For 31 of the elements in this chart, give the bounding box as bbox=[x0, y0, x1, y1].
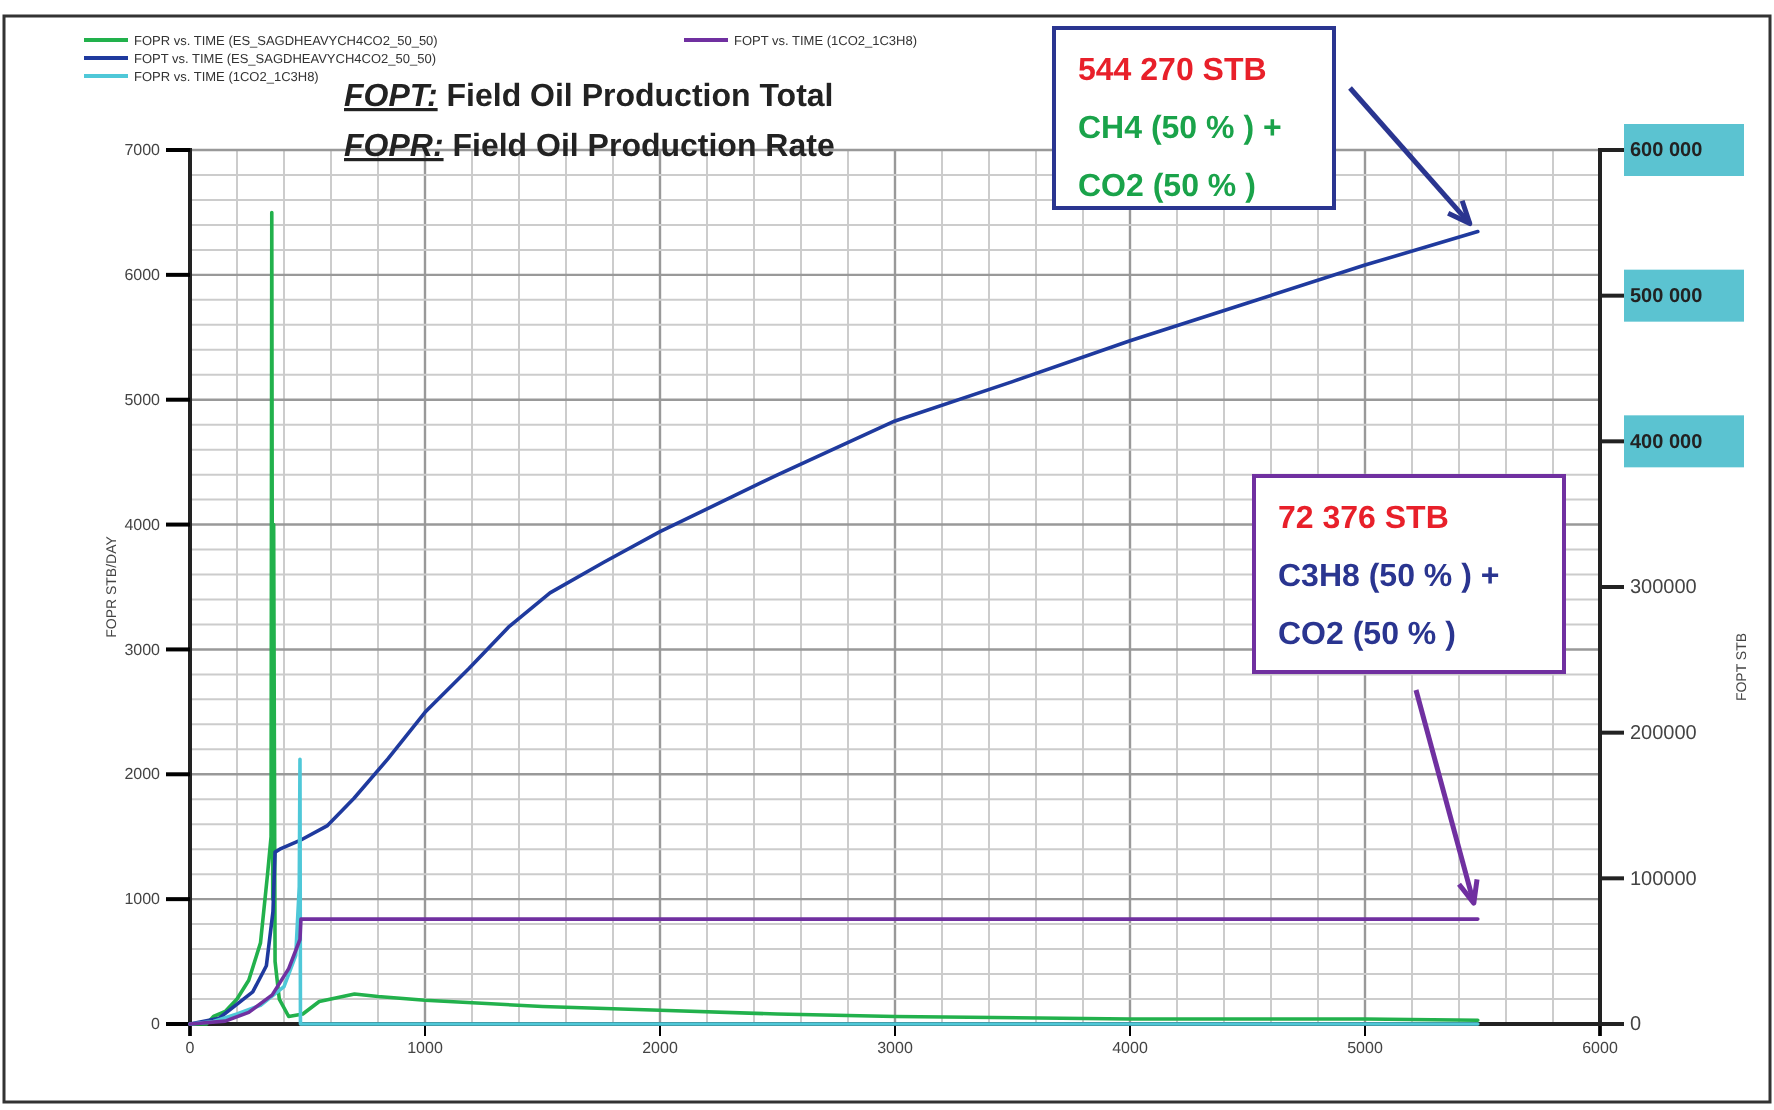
y2-tick-label: 600 000 bbox=[1630, 140, 1704, 163]
y-tick-label: 2000 bbox=[124, 765, 162, 784]
y2-tick-label: 100000 bbox=[1630, 868, 1698, 891]
chart-title: FOPT: Field Oil Production Total bbox=[344, 80, 834, 114]
y2-tick-label: 500 000 bbox=[1630, 286, 1704, 309]
y-tick-label: 7000 bbox=[124, 141, 162, 160]
y-tick-label: 6000 bbox=[124, 265, 162, 284]
x-tick-label: 5000 bbox=[1347, 1039, 1384, 1058]
x-tick-label: 3000 bbox=[877, 1039, 914, 1058]
text: CH4 (50 % ) + bbox=[1078, 112, 1282, 146]
x-tick-label: 0 bbox=[185, 1039, 196, 1058]
y2-tick-label: 400 000 bbox=[1630, 431, 1704, 454]
x-tick-label: 2000 bbox=[642, 1039, 679, 1058]
line-series bbox=[188, 917, 1480, 1026]
y-tick-label: 4000 bbox=[124, 515, 162, 534]
text: 544 270 STB bbox=[1078, 54, 1267, 88]
x-tick-label: 6000 bbox=[1582, 1039, 1619, 1058]
x-tick-label: 4000 bbox=[1112, 1039, 1149, 1058]
y-tick-label: 0 bbox=[151, 1015, 162, 1034]
annotation: CO2 (50 % ) bbox=[1078, 170, 1256, 204]
y2-tick-label: 0 bbox=[1630, 1014, 1642, 1037]
annotation: 72 376 STB bbox=[1278, 502, 1449, 536]
y-tick-label: 1000 bbox=[124, 890, 162, 909]
y2-tick-label: 200000 bbox=[1630, 723, 1698, 746]
y-tick-label: 5000 bbox=[124, 390, 162, 409]
annotation: CO2 (50 % ) bbox=[1278, 618, 1456, 652]
annotation: C3H8 (50 % ) + bbox=[1278, 560, 1500, 594]
x-tick-label: 1000 bbox=[407, 1039, 444, 1058]
y-tick-label: 3000 bbox=[124, 640, 162, 659]
chart-subtitle: FOPR: Field Oil Production Rate bbox=[344, 130, 835, 164]
y2-tick-label: 300000 bbox=[1630, 577, 1698, 600]
